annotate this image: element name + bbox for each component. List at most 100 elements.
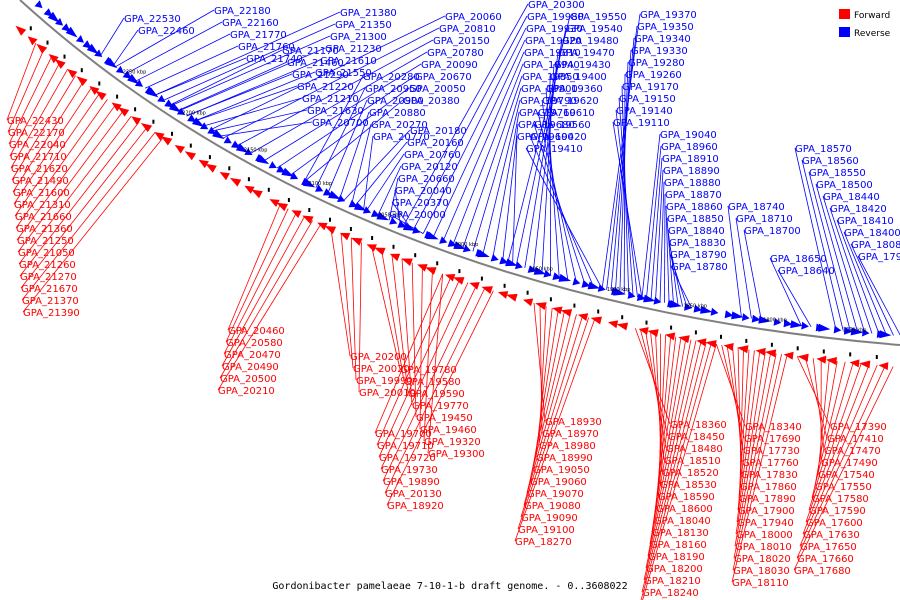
reverse-gene-arrow [587,281,601,290]
reverse-gene-arrow [879,330,892,339]
gene-label: GPA_18400 [844,228,900,239]
gene-label: GPA_17600 [806,518,863,529]
gene-tick-mark [849,352,852,357]
connector-line [327,99,368,194]
gene-tick-mark [670,325,673,330]
gene-tick-mark [308,208,311,212]
gene-label: GPA_17690 [744,434,801,445]
gene-tick-mark [875,355,878,359]
connector-line [812,358,825,451]
connector-line [642,343,717,600]
gene-label: GPA_19090 [521,513,578,524]
gene-label: GPA_20010 [359,388,416,399]
connector-line [659,181,665,302]
gene-label: GPA_19040 [660,130,717,141]
forward-gene-arrow [140,123,153,133]
gene-arrows [15,0,892,371]
connector-line [21,132,156,301]
gene-label: GPA_18030 [733,566,790,577]
reverse-gene-arrow [223,136,232,144]
gene-label: GPA_20810 [439,24,496,35]
forward-gene-arrow [506,293,518,302]
connector-line [366,153,405,211]
reverse-gene-arrow [157,94,166,103]
connector-line [649,338,687,545]
forward-gene-arrow [560,309,573,317]
reverse-gene-arrow [207,126,217,135]
forward-gene-arrow [154,132,165,141]
forward-gene-arrow [849,359,860,368]
connector-line [135,33,231,82]
gene-label: GPA_21380 [340,8,397,19]
gene-tick-mark [503,283,506,288]
forward-gene-arrow [678,335,690,344]
reverse-gene-arrow [302,178,316,188]
reverse-gene-arrow [684,302,692,311]
gene-label: GPA_18270 [515,537,572,548]
gene-tick-mark [371,236,374,240]
connector-line [843,231,887,335]
connector-line [351,123,372,205]
reverse-gene-arrow [558,273,571,282]
connector-line [857,255,900,336]
connector-line [793,366,894,571]
connector-line [801,159,844,331]
connector-line [384,287,486,494]
connector-line [738,349,750,499]
gene-label: GPA_19060 [530,477,587,488]
forward-gene-arrow [797,353,809,362]
genome-caption: Gordonibacter pamelaeae 7-10-1-b draft g… [272,581,627,592]
forward-gene-arrow [417,264,428,272]
reverse-gene-arrow [389,217,398,225]
reverse-gene-arrow [86,43,99,55]
gene-label: GPA_18850 [667,214,724,225]
scale-label: 2000 kbp [455,242,479,248]
connector-line [802,364,870,535]
gene-label: GPA_21490 [12,176,69,187]
gene-label: GPA_19470 [558,48,615,59]
forward-gene-arrow [351,237,363,246]
gene-label: GPA_21250 [17,236,74,247]
scale-label: 2100 kbp [309,181,333,187]
gene-label: GPA_22180 [214,6,271,17]
reverse-gene-arrow [402,222,416,231]
connector-line [217,223,322,391]
gene-label: GPA_18440 [823,192,880,203]
forward-gene-arrow [48,54,59,64]
gene-label: GPA_18200 [646,564,703,575]
gene-label: GPA_21170 [282,46,339,57]
forward-gene-arrow [205,163,217,173]
gene-label: GPA_17580 [812,494,869,505]
gene-label: GPA_19540 [566,24,623,35]
connector-line [815,183,858,333]
gene-label: GPA_17940 [737,518,794,529]
gene-label: GPA_20770 [373,132,430,143]
gene-label: GPA_21770 [230,30,287,41]
connector-line [664,193,666,303]
connector-line [452,63,524,245]
gene-label: GPA_19730 [381,465,438,476]
gene-label: GPA_18160 [650,540,707,551]
reverse-gene-arrow [572,277,581,286]
connector-line [186,73,293,117]
forward-gene-arrow [198,159,209,169]
connector-line [525,147,603,289]
gene-label: GPA_19940 [523,60,580,71]
gene-label: GPA_19980 [527,12,584,23]
gene-label: GPA_22460 [138,26,195,37]
reverse-gene-arrow [168,102,182,113]
gene-tick-mark [287,198,290,202]
forward-gene-arrow [174,145,185,154]
connector-line [376,276,452,446]
gene-label: GPA_21760 [238,42,295,53]
connector-line [303,99,404,183]
forward-gene-arrow [15,25,27,36]
reverse-gene-arrow [370,209,381,217]
forward-gene-arrow [469,282,480,290]
forward-gene-arrow [696,338,707,347]
reverse-gene-arrow [597,284,606,292]
reverse-gene-arrow [552,272,562,280]
gene-label: GPA_19680 [518,120,575,131]
gene-label: GPA_19140 [616,106,673,117]
gene-label: GPA_20150 [433,36,490,47]
